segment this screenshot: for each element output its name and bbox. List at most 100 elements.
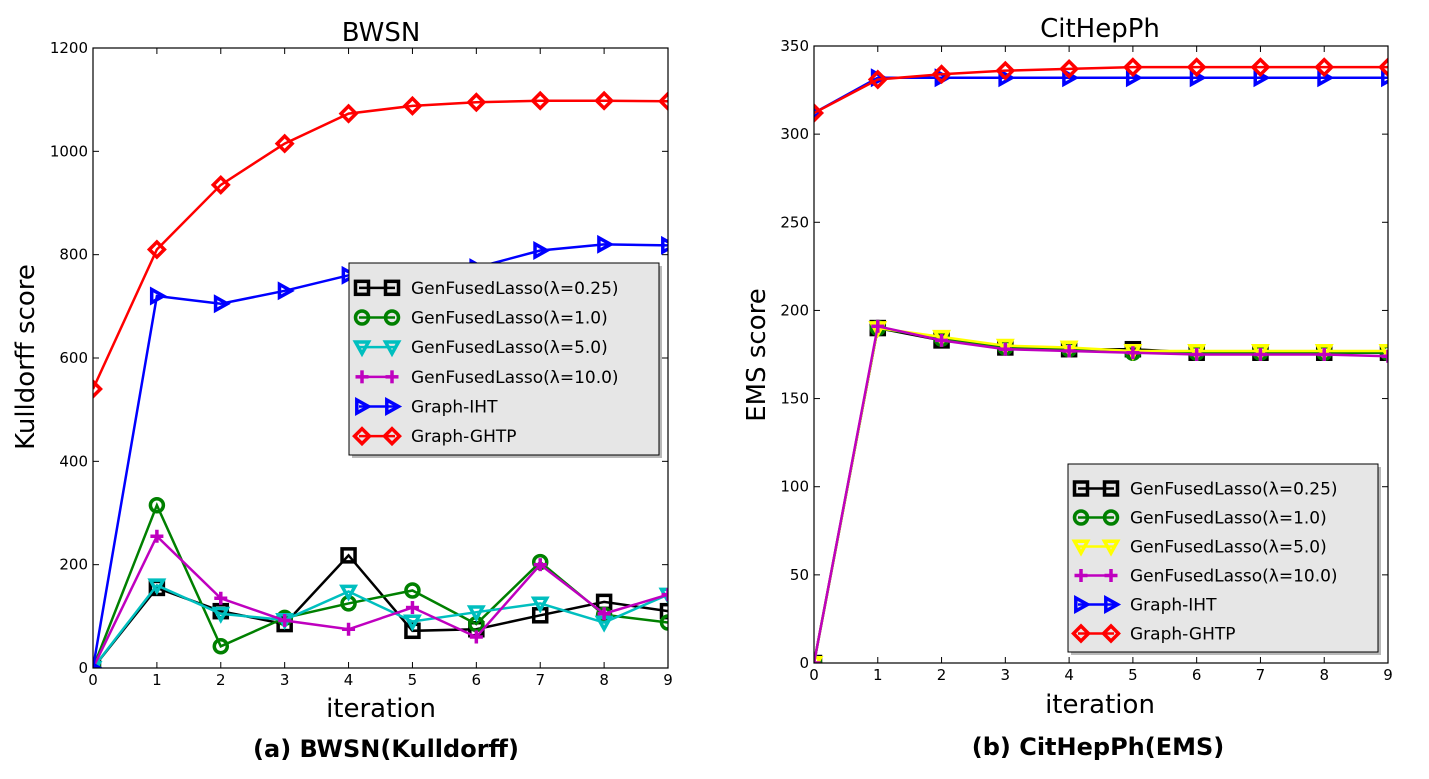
data-point xyxy=(1378,57,1388,78)
legend-marker-end xyxy=(385,397,403,416)
series-line xyxy=(93,99,668,390)
data-point xyxy=(340,547,357,564)
legend-item: GenFusedLasso(λ=1.0) xyxy=(353,309,608,329)
legend: GenFusedLasso(λ=0.25) GenFusedLasso(λ=1.0… xyxy=(1067,463,1381,655)
x-axis-title: iteration xyxy=(1045,690,1155,720)
data-point xyxy=(1381,68,1388,88)
data-point xyxy=(867,69,888,90)
data-point xyxy=(278,613,292,627)
x-tick-label: 5 xyxy=(408,671,418,689)
x-tick-label: 2 xyxy=(937,666,947,684)
legend-marker-start xyxy=(352,426,372,447)
data-point xyxy=(405,601,419,615)
series-group xyxy=(93,90,668,668)
chart-citHepPh: CitHepPh iteration EMS score (b) CitHepP… xyxy=(742,14,1393,761)
data-point xyxy=(871,319,885,333)
legend-item: Graph-IHT xyxy=(1074,595,1217,616)
data-point xyxy=(661,235,668,255)
legend-marker-start xyxy=(1072,480,1090,497)
series-3 xyxy=(93,529,668,668)
y-tick-label: 600 xyxy=(59,349,88,367)
data-point xyxy=(1314,57,1335,78)
series-line xyxy=(814,65,1388,115)
legend-item: GenFusedLasso(λ=0.25) xyxy=(1072,480,1338,500)
legend-label: GenFusedLasso(λ=1.0) xyxy=(1130,509,1327,529)
legend-marker-start xyxy=(352,340,372,358)
data-point xyxy=(659,602,668,620)
x-tick-label: 5 xyxy=(1128,666,1138,684)
legend-marker-end xyxy=(1102,480,1120,497)
data-point xyxy=(277,281,295,301)
y-tick-label: 800 xyxy=(59,246,88,264)
data-point xyxy=(931,64,952,85)
data-point xyxy=(469,630,483,644)
data-point xyxy=(214,591,228,605)
x-tick-label: 4 xyxy=(1064,666,1074,684)
legend-item: GenFusedLasso(λ=1.0) xyxy=(1072,509,1327,529)
legend-label: Graph-GHTP xyxy=(1130,625,1236,645)
data-point xyxy=(932,329,952,347)
data-point xyxy=(147,578,167,596)
legend-item: GenFusedLasso(λ=0.25) xyxy=(353,279,619,299)
legend-item: GenFusedLasso(λ=10.0) xyxy=(1074,567,1338,587)
legend-marker-start xyxy=(353,279,371,297)
data-point xyxy=(1059,340,1079,358)
data-point xyxy=(402,95,423,116)
data-point xyxy=(995,338,1015,356)
data-point xyxy=(1062,344,1076,358)
legend-item: GenFusedLasso(λ=5.0) xyxy=(352,338,608,358)
legend-marker-start xyxy=(1071,539,1091,557)
series-5 xyxy=(814,57,1388,123)
data-point xyxy=(1379,344,1388,361)
y-tick-label: 1200 xyxy=(50,39,88,57)
series-line xyxy=(814,324,1388,663)
y-tick-label: 0 xyxy=(78,659,88,677)
data-point xyxy=(1250,344,1270,362)
data-point xyxy=(995,60,1016,81)
legend-marker-end xyxy=(382,426,402,447)
chart-title: BWSN xyxy=(342,18,421,48)
data-point xyxy=(597,234,615,254)
data-point xyxy=(1253,348,1267,361)
y-axis: 0 50 100 150 200 250 300 350 xyxy=(780,37,1388,672)
data-point xyxy=(148,497,166,514)
legend-label: GenFusedLasso(λ=0.25) xyxy=(1130,480,1338,500)
data-point xyxy=(1378,344,1388,362)
data-point xyxy=(339,584,359,602)
data-point xyxy=(1250,57,1271,78)
data-point xyxy=(935,333,949,347)
x-tick-label: 6 xyxy=(1192,666,1202,684)
y-axis-title: Kulldorff score xyxy=(11,264,41,450)
data-point xyxy=(530,90,551,111)
data-point xyxy=(998,68,1016,88)
data-point xyxy=(597,607,611,621)
y-tick-label: 200 xyxy=(59,556,88,574)
legend-label: GenFusedLasso(λ=10.0) xyxy=(411,368,619,388)
data-point xyxy=(530,596,550,614)
data-point xyxy=(404,582,421,599)
y-tick-label: 300 xyxy=(780,125,809,143)
figure-caption: (a) BWSN(Kulldorff) xyxy=(253,735,519,763)
series-5 xyxy=(93,90,668,399)
data-point xyxy=(213,294,231,314)
y-tick-label: 100 xyxy=(780,478,809,496)
x-tick-label: 3 xyxy=(1001,666,1011,684)
y-tick-label: 150 xyxy=(780,390,809,408)
x-tick-label: 8 xyxy=(1319,666,1329,684)
legend-marker-end xyxy=(1101,539,1121,557)
data-point xyxy=(661,588,668,602)
x-tick-label: 6 xyxy=(472,671,482,689)
x-tick-label: 3 xyxy=(280,671,290,689)
series-line xyxy=(93,534,668,668)
plot-frame xyxy=(92,47,669,669)
legend-item: GenFusedLasso(λ=5.0) xyxy=(1071,538,1327,558)
data-point xyxy=(146,239,167,260)
x-axis: 0 1 2 3 4 5 6 7 8 9 xyxy=(88,48,673,689)
legend-marker-end xyxy=(1101,623,1121,644)
data-point xyxy=(814,107,825,119)
y-tick-label: 0 xyxy=(799,654,809,672)
data-point xyxy=(1126,346,1140,360)
legend-marker-start xyxy=(355,370,369,384)
x-tick-label: 1 xyxy=(873,666,883,684)
